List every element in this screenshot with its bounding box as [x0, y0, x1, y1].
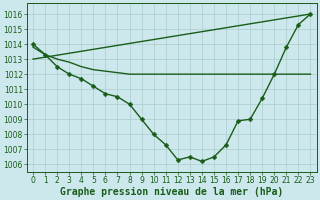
X-axis label: Graphe pression niveau de la mer (hPa): Graphe pression niveau de la mer (hPa) [60, 186, 284, 197]
